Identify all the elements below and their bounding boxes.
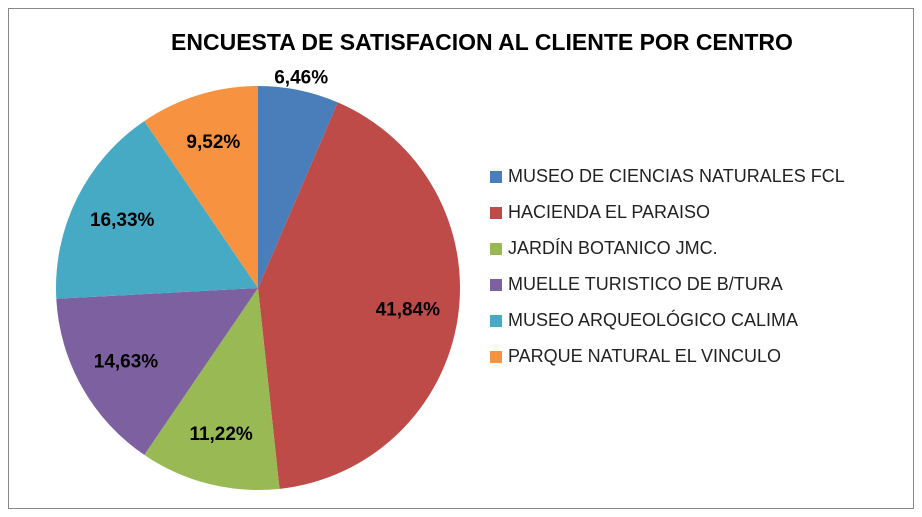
chart-title: ENCUESTA DE SATISFACION AL CLIENTE POR C… xyxy=(171,29,793,55)
pie-slice xyxy=(258,86,338,288)
legend-swatch xyxy=(490,351,502,363)
legend-label: MUSEO ARQUEOLÓGICO CALIMA xyxy=(508,309,798,330)
legend-swatch xyxy=(490,171,502,183)
data-label: 14,63% xyxy=(94,351,159,372)
legend-label: MUSEO DE CIENCIAS NATURALES FCL xyxy=(508,166,845,186)
pie-slice xyxy=(258,102,460,489)
data-label: 6,46% xyxy=(274,67,328,88)
legend-swatch xyxy=(490,243,502,255)
pie-slice xyxy=(56,288,258,455)
data-label: 11,22% xyxy=(189,424,252,445)
legend-swatch xyxy=(490,279,502,291)
data-label: 16,33% xyxy=(90,210,155,231)
pie-slice xyxy=(56,121,258,299)
data-label: 41,84% xyxy=(376,300,441,321)
legend-label: PARQUE NATURAL EL VINCULO xyxy=(508,346,781,366)
legend-label: JARDÍN BOTANICO JMC. xyxy=(508,238,718,258)
data-label: 9,52% xyxy=(186,132,240,153)
legend-swatch xyxy=(490,315,502,327)
pie-slice xyxy=(144,86,258,288)
legend-label: MUELLE TURISTICO DE B/TURA xyxy=(508,274,783,294)
pie-slice xyxy=(144,288,280,491)
legend-label: HACIENDA EL PARAISO xyxy=(508,202,710,222)
legend-swatch xyxy=(490,207,502,219)
